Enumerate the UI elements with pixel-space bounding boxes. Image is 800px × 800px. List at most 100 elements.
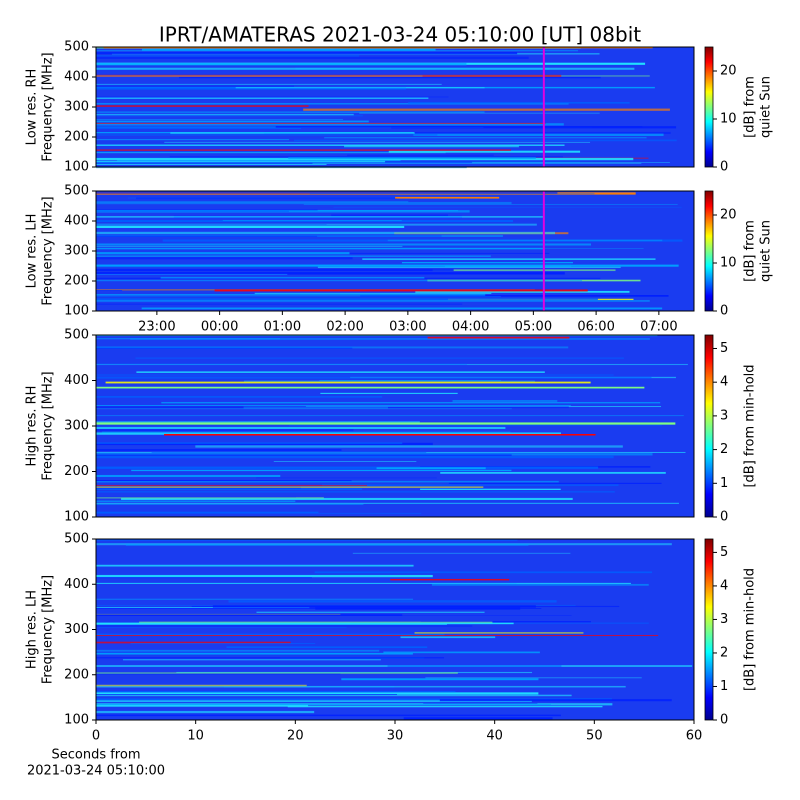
x-tick-label: 23:00 — [138, 320, 175, 335]
y-tick-label: 500 — [64, 40, 89, 55]
spectrogram-texture — [96, 225, 405, 229]
spectrogram-texture — [96, 386, 645, 389]
spectrogram-texture — [352, 552, 571, 554]
spectrogram-texture — [309, 193, 595, 195]
x-tick-label: 0 — [92, 729, 100, 744]
spectrogram-texture — [127, 197, 461, 199]
spectrogram-texture — [96, 149, 511, 151]
spectrogram-texture — [288, 156, 536, 160]
spectrogram-texture — [96, 429, 354, 432]
spectrogram-texture — [96, 500, 296, 502]
spectrogram-texture — [96, 491, 615, 493]
spectrogram-texture — [96, 421, 420, 423]
spectrogram-texture — [427, 336, 570, 339]
x-tick-label: 07:00 — [640, 320, 677, 335]
colorbar-tick-label: 1 — [720, 679, 728, 694]
spectrogram-texture — [96, 209, 459, 212]
spectrogram-texture — [315, 607, 521, 610]
spectrogram-texture — [96, 87, 406, 90]
spectrogram-texture — [96, 105, 309, 107]
y-tick-label: 200 — [64, 464, 89, 479]
y-axis-label: High res. LH — [25, 590, 40, 669]
spectrogram-texture — [117, 159, 401, 162]
colorbar-label: [dB] from — [743, 76, 758, 138]
spectrogram-texture — [448, 482, 662, 484]
spectrogram-texture — [96, 272, 565, 275]
spectrogram-texture — [413, 133, 664, 136]
spectrogram-texture — [96, 432, 562, 435]
spectrogram-texture — [432, 269, 616, 272]
spectrogram-texture — [96, 54, 360, 57]
spectrogram-texture — [440, 471, 666, 474]
colorbar — [704, 538, 714, 721]
y-tick-label: 500 — [64, 328, 89, 343]
x-tick-label: 01:00 — [264, 320, 301, 335]
spectrogram-texture — [130, 338, 650, 340]
spectrogram-texture — [96, 442, 403, 444]
spectrogram-texture — [403, 717, 553, 720]
spectrogram-texture — [96, 52, 518, 55]
spectrogram-texture — [383, 651, 540, 654]
spectrogram-texture — [161, 401, 661, 404]
spectrogram-texture — [96, 376, 652, 379]
spectrogram-texture — [96, 442, 433, 446]
spectrogram-texture — [96, 192, 558, 194]
spectrogram-texture — [408, 102, 630, 104]
spectrogram-texture — [320, 392, 458, 394]
spectrogram-texture — [96, 607, 310, 609]
colorbar-label: [dB] from min-hold — [743, 364, 758, 487]
y-axis-label: Low res. RH — [25, 69, 40, 146]
spectrogram-texture — [96, 673, 341, 675]
spectrogram-texture — [96, 564, 414, 567]
x-tick-label: 20 — [287, 729, 304, 744]
spectrogram-texture — [96, 161, 473, 164]
colorbar — [704, 334, 714, 518]
spectrogram-texture — [321, 484, 619, 487]
y-tick-label: 500 — [64, 184, 89, 199]
y-axis-label: Frequency [MHz] — [41, 196, 56, 305]
spectrogram-texture — [96, 103, 569, 105]
spectrogram-texture — [96, 415, 684, 417]
spectrogram-texture — [96, 486, 301, 489]
spectrogram-texture — [359, 112, 600, 114]
colorbar-tick-label: 0 — [720, 510, 728, 525]
spectrogram-texture — [121, 497, 573, 501]
spectrogram-texture — [96, 63, 467, 66]
y-axis-label: Frequency [MHz] — [41, 575, 56, 684]
colorbar-label: [dB] from — [743, 220, 758, 282]
spectrogram-texture — [222, 219, 402, 221]
colorbar — [704, 46, 714, 168]
spectrogram-texture — [96, 209, 318, 211]
x-tick-label: 02:00 — [326, 320, 363, 335]
spectrogram-texture — [96, 113, 354, 116]
y-axis-label: Frequency [MHz] — [41, 371, 56, 480]
spectrogram-texture — [141, 48, 436, 51]
spectrogram-texture — [96, 539, 518, 542]
colorbar-tick-label: 4 — [720, 578, 728, 593]
spectrogram-texture — [96, 235, 318, 237]
x-tick-label: 10 — [187, 729, 204, 744]
spectrogram-texture — [96, 694, 572, 697]
spectrogram-texture — [179, 76, 601, 79]
colorbar-tick-label: 3 — [720, 408, 728, 423]
spectrogram-texture — [96, 119, 344, 121]
spectrogram-texture — [226, 646, 428, 648]
spectrogram-texture — [303, 108, 670, 111]
spectrogram-texture — [96, 422, 676, 425]
x-axis-label: Seconds from — [51, 748, 140, 763]
spectrogram-texture — [141, 307, 663, 310]
spectrogram-texture — [96, 426, 506, 430]
spectrogram-texture — [96, 243, 592, 246]
spectrogram-texture — [331, 214, 448, 217]
spectrogram-texture — [96, 247, 544, 250]
spectrogram-texture — [96, 577, 312, 579]
spectrogram-texture — [96, 625, 473, 627]
spectrogram-texture — [96, 454, 512, 456]
spectrogram-texture — [96, 111, 485, 113]
spectrogram-texture — [256, 477, 437, 479]
figure-title: IPRT/AMATERAS 2021-03-24 05:10:00 [UT] 0… — [159, 23, 641, 47]
spectrogram-texture — [96, 120, 369, 123]
spectrogram-texture — [96, 511, 319, 514]
spectrogram-texture — [96, 201, 512, 205]
